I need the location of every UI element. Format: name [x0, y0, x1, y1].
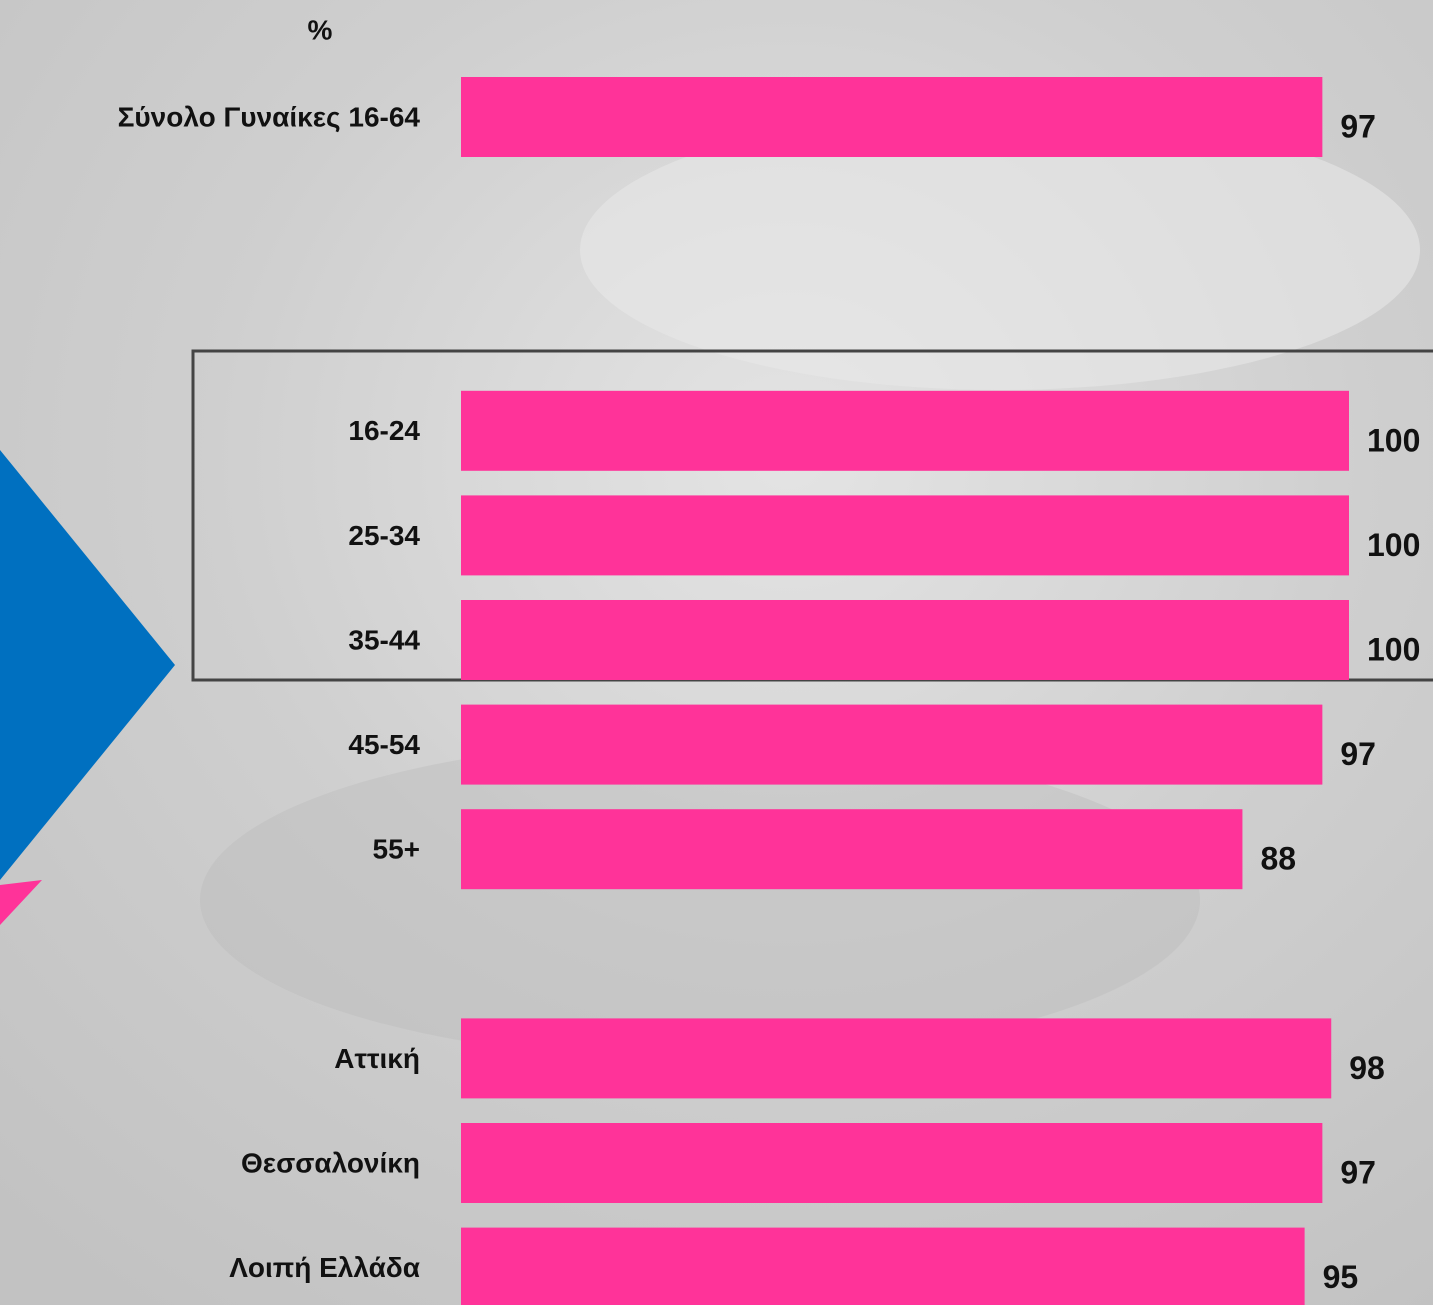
category-label: 35-44 — [348, 624, 420, 655]
category-label: 45-54 — [348, 729, 420, 760]
bar — [461, 1018, 1331, 1098]
value-label: 100 — [1367, 422, 1420, 458]
bar — [461, 809, 1242, 889]
category-label: Θεσσαλονίκη — [241, 1147, 420, 1178]
value-label: 88 — [1260, 841, 1296, 877]
value-label: 100 — [1367, 631, 1420, 667]
value-label: 95 — [1323, 1259, 1359, 1295]
category-label: 55+ — [373, 834, 421, 865]
bar — [461, 1228, 1305, 1305]
chart: % Σύνολο Γυναίκες 16-64 97 16-24 100 25-34 10… — [0, 0, 1433, 1305]
bar — [461, 77, 1322, 157]
bar — [461, 1123, 1322, 1203]
unit-label: % — [308, 14, 333, 45]
bar — [461, 600, 1349, 680]
category-label: 25-34 — [348, 520, 420, 551]
value-label: 97 — [1340, 1154, 1376, 1190]
value-label: 97 — [1340, 736, 1376, 772]
bar — [461, 705, 1322, 785]
value-label: 100 — [1367, 527, 1420, 563]
category-label: Αττική — [334, 1043, 420, 1074]
value-label: 97 — [1340, 108, 1376, 144]
category-label: Σύνολο Γυναίκες 16-64 — [118, 101, 421, 132]
bar — [461, 495, 1349, 575]
bar — [461, 391, 1349, 471]
background-shape — [200, 740, 1200, 1060]
value-label: 98 — [1349, 1050, 1385, 1086]
category-label: 16-24 — [348, 415, 420, 446]
category-label: Λοιπή Ελλάδα — [229, 1252, 420, 1283]
